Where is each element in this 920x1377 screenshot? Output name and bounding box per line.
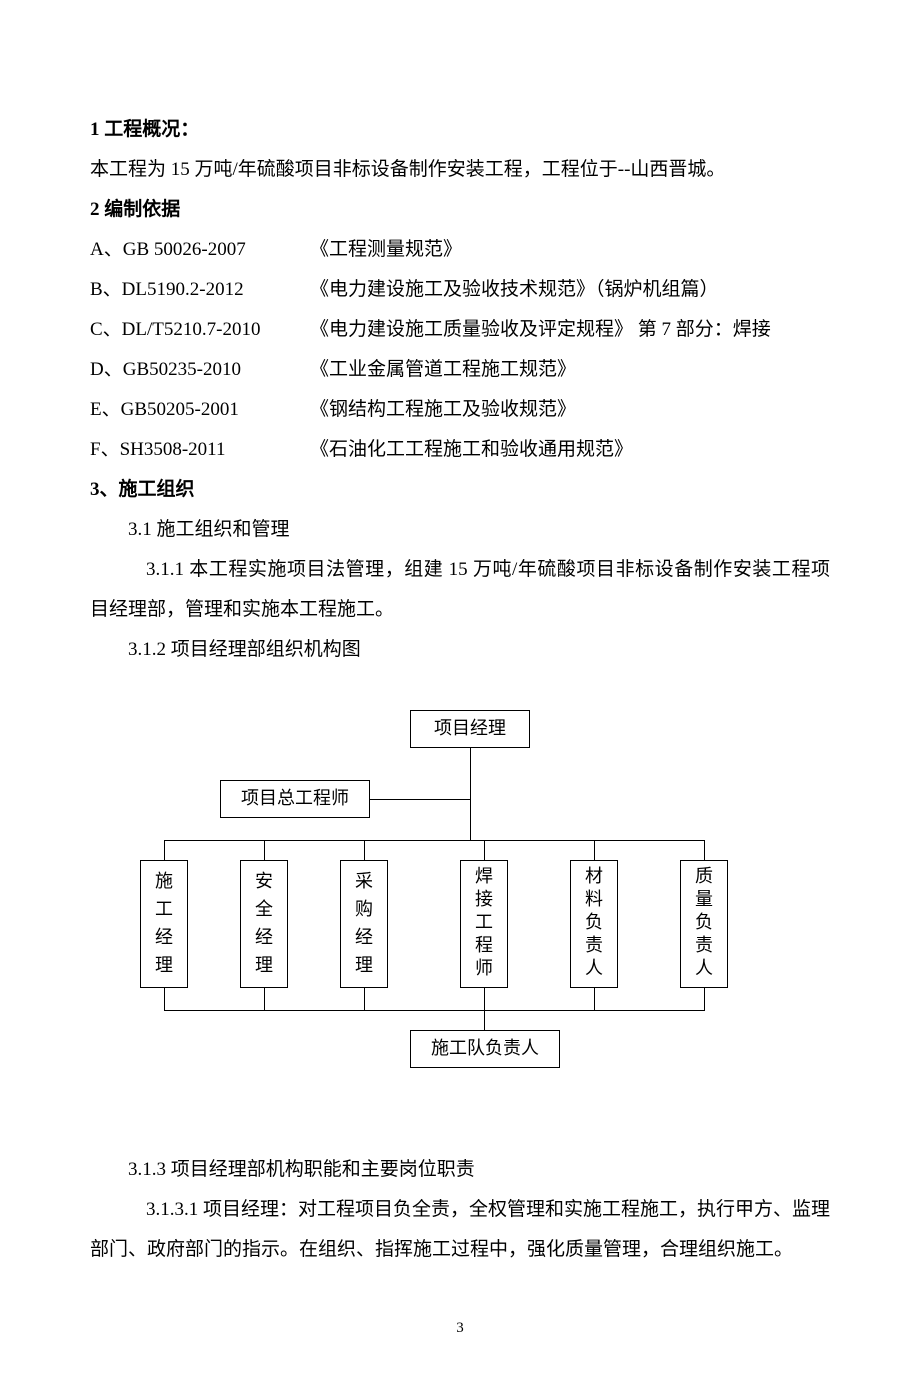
standard-row: B、DL5190.2-2012《电力建设施工及验收技术规范》（锅炉机组篇） [90,270,830,310]
org-node-mid: 焊接工程师 [460,860,508,988]
standard-title: 《电力建设施工及验收技术规范》（锅炉机组篇） [310,279,719,300]
document-page: 1 工程概况： 本工程为 15 万吨/年硫酸项目非标设备制作安装工程，工程位于-… [0,0,920,1377]
org-edge [470,748,471,840]
org-edge [164,988,165,1010]
standard-code: A、GB 50026-2007 [90,230,310,270]
org-edge [594,840,595,860]
standard-code: D、GB50235-2010 [90,350,310,390]
section-3-1-3: 3.1.3 项目经理部机构职能和主要岗位职责 [90,1150,830,1190]
section-3-1-1: 3.1.1 本工程实施项目法管理，组建 15 万吨/年硫酸项目非标设备制作安装工… [90,550,830,630]
org-edge [370,799,470,800]
section-3-title: 3、施工组织 [90,470,830,510]
section-3-1-3-1: 3.1.3.1 项目经理：对工程项目负全责，全权管理和实施工程施工，执行甲方、监… [90,1190,830,1270]
org-edge [484,840,485,860]
org-edge [164,1010,705,1011]
standard-row: E、GB50205-2001《钢结构工程施工及验收规范》 [90,390,830,430]
org-edge [594,988,595,1010]
standard-row: A、GB 50026-2007《工程测量规范》 [90,230,830,270]
org-node-mid: 安全经理 [240,860,288,988]
org-node-team-leader: 施工队负责人 [410,1030,560,1068]
org-edge [164,840,165,860]
org-node-mid: 施工经理 [140,860,188,988]
org-edge [704,840,705,860]
org-node-project-manager: 项目经理 [410,710,530,748]
standard-code: E、GB50205-2001 [90,390,310,430]
org-edge [264,988,265,1010]
section-1-body: 本工程为 15 万吨/年硫酸项目非标设备制作安装工程，工程位于--山西晋城。 [90,150,830,190]
org-edge [484,988,485,1010]
org-node-mid: 材料负责人 [570,860,618,988]
section-3-1-2: 3.1.2 项目经理部组织机构图 [90,630,830,670]
standard-title: 《石油化工工程施工和验收通用规范》 [310,439,633,460]
org-node-mid: 质量负责人 [680,860,728,988]
standard-code: B、DL5190.2-2012 [90,270,310,310]
standard-row: C、DL/T5210.7-2010《电力建设施工质量验收及评定规程》 第 7 部… [90,310,830,350]
standard-row: F、SH3508-2011《石油化工工程施工和验收通用规范》 [90,430,830,470]
section-3-1: 3.1 施工组织和管理 [90,510,830,550]
org-edge [364,840,365,860]
org-chart: 项目经理 项目总工程师 施工队负责人 施工经理 安全经理 采购经理 焊接工程师 … [90,710,830,1090]
org-edge [484,1010,485,1030]
page-number: 3 [90,1320,830,1337]
section-2-title: 2 编制依据 [90,190,830,230]
org-edge [364,988,365,1010]
org-node-mid: 采购经理 [340,860,388,988]
standard-title: 《电力建设施工质量验收及评定规程》 第 7 部分：焊接 [310,319,771,340]
standard-title: 《工业金属管道工程施工规范》 [310,359,576,380]
standard-title: 《钢结构工程施工及验收规范》 [310,399,576,420]
section-1-title: 1 工程概况： [90,110,830,150]
org-edge [704,988,705,1010]
org-node-chief-engineer: 项目总工程师 [220,780,370,818]
standard-code: F、SH3508-2011 [90,430,310,470]
org-edge [164,840,704,841]
standard-row: D、GB50235-2010《工业金属管道工程施工规范》 [90,350,830,390]
standard-code: C、DL/T5210.7-2010 [90,310,310,350]
org-edge [264,840,265,860]
standard-title: 《工程测量规范》 [310,239,462,260]
